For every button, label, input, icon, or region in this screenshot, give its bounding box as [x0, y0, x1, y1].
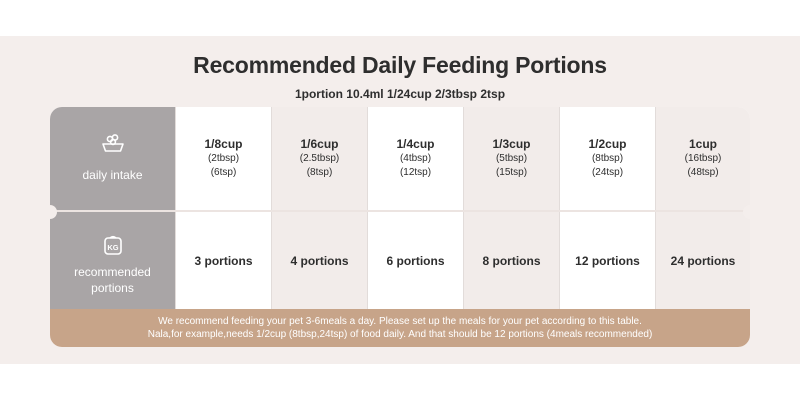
row-divider — [50, 210, 750, 212]
footer-line-2: Nala,for example,needs 1/2cup (8tbsp,24t… — [147, 329, 653, 340]
intake-cell-6: 1cup (16tbsp) (48tsp) — [655, 107, 750, 210]
intake-cell-1: 1/8cup (2tbsp) (6tsp) — [175, 107, 271, 210]
footer-line-1: We recommend feeding your pet 3-6meals a… — [158, 316, 642, 327]
ticket-notch-left — [43, 205, 57, 219]
scale-kg-icon: KG — [103, 235, 122, 255]
portions-cell-6: 24 portions — [655, 212, 750, 309]
portions-cell-2: 4 portions — [271, 212, 367, 309]
daily-intake-label: daily intake — [82, 168, 143, 182]
portions-cell-4: 8 portions — [463, 212, 559, 309]
intake-cell-3: 1/4cup (4tbsp) (12tsp) — [367, 107, 463, 210]
row-header-daily-intake: daily intake — [50, 131, 175, 183]
svg-text:KG: KG — [107, 243, 118, 252]
ticket-notch-right — [743, 205, 757, 219]
portions-cell-3: 6 portions — [367, 212, 463, 309]
feeding-advice-footer: We recommend feeding your pet 3-6meals a… — [50, 309, 750, 347]
portions-cell-5: 12 portions — [559, 212, 655, 309]
portion-definition: 1portion 10.4ml 1/24cup 2/3tbsp 2tsp — [294, 87, 506, 101]
intake-cell-2: 1/6cup (2.5tbsp) (8tsp) — [271, 107, 367, 210]
intake-cell-4: 1/3cup (5tbsp) (15tsp) — [463, 107, 559, 210]
intake-cell-5: 1/2cup (8tbsp) (24tsp) — [559, 107, 655, 210]
row-header-column — [50, 107, 175, 309]
feeding-table: daily intake KG recommended portions 1/8… — [50, 107, 750, 347]
portions-cell-1: 3 portions — [175, 212, 271, 309]
portions-label: portions — [91, 281, 134, 295]
recommended-label: recommended — [74, 265, 151, 279]
food-bowl-icon — [101, 134, 124, 152]
row-header-recommended-portions: KG recommended portions — [50, 234, 175, 296]
page-title: Recommended Daily Feeding Portions — [193, 52, 607, 78]
